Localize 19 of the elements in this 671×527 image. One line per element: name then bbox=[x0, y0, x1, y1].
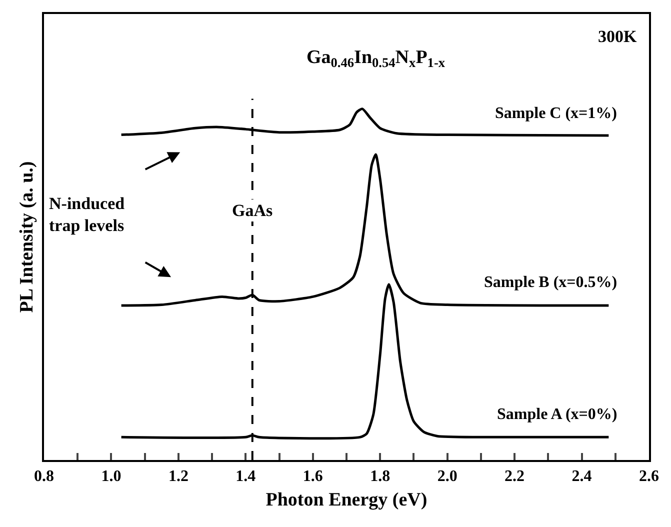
series-label: Sample B (x=0.5%) bbox=[484, 274, 618, 291]
annotation: N-induced trap levels bbox=[49, 194, 126, 236]
x-tick-label: 1.4 bbox=[236, 468, 256, 486]
x-tick-label: 1.8 bbox=[370, 468, 390, 486]
text: 300K bbox=[598, 27, 638, 46]
x-tick-label: 0.8 bbox=[34, 468, 54, 486]
ref-line-label: GaAs bbox=[232, 201, 273, 220]
chart-title: Ga$_{0.46}$In$_{0.54}$N$_{x}$P$_{1-x}$ bbox=[306, 46, 446, 70]
series-label: Sample A (x=0%) bbox=[497, 406, 618, 423]
y-axis-title: PL Intensity (a. u.) bbox=[16, 161, 38, 313]
x-tick-label: 2.2 bbox=[504, 468, 525, 486]
x-tick-label: 1.2 bbox=[168, 468, 188, 486]
x-tick-label: 1.6 bbox=[302, 468, 323, 486]
x-axis-title: Photon Energy (eV) bbox=[266, 490, 428, 510]
x-tick-label: 2.0 bbox=[437, 468, 458, 486]
x-tick-label: 2.4 bbox=[572, 468, 592, 486]
x-tick-label: 2.6 bbox=[639, 468, 659, 486]
series-label: Sample C (x=1%) bbox=[495, 105, 617, 122]
x-tick-label: 1.0 bbox=[101, 468, 122, 486]
